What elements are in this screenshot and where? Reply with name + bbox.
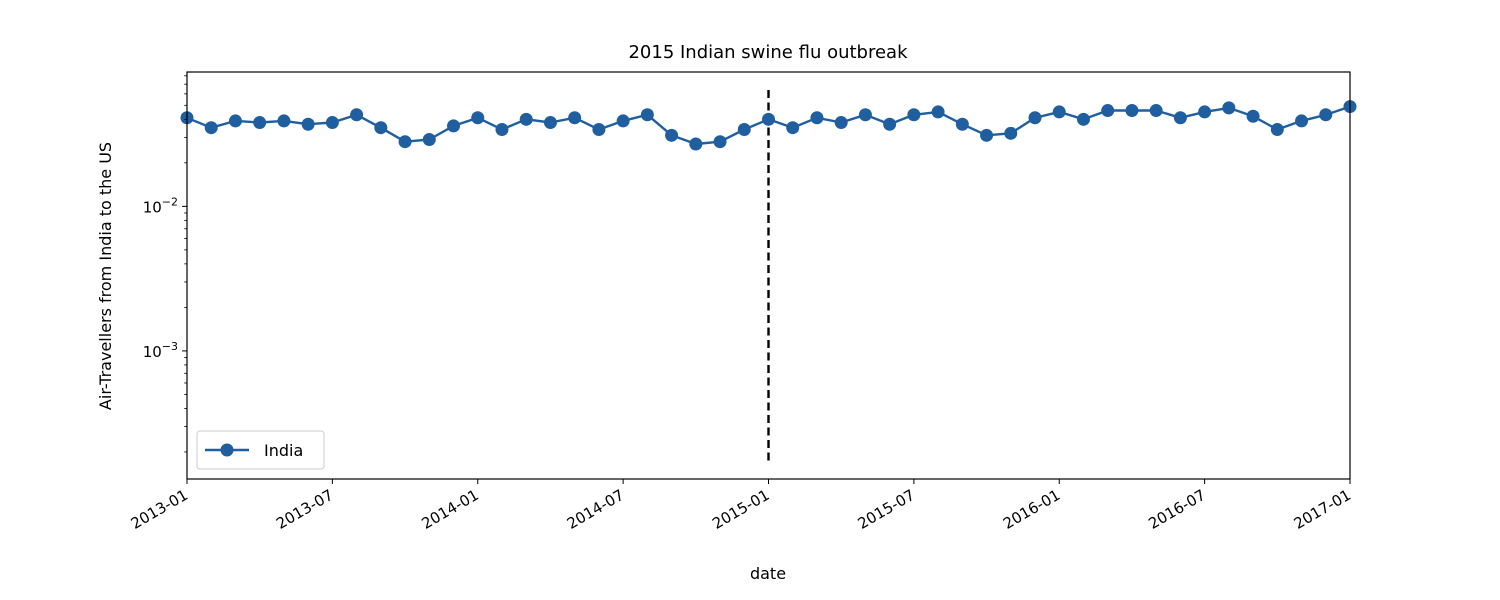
data-point (422, 133, 436, 147)
x-tick-label: 2017-01 (1291, 486, 1354, 533)
data-point (1246, 109, 1260, 123)
data-point (1319, 108, 1333, 122)
data-point (592, 123, 606, 137)
x-tick-label: 2016-01 (1000, 486, 1063, 533)
data-point (689, 137, 703, 151)
data-point (1052, 105, 1066, 119)
x-tick-label: 2014-01 (418, 486, 481, 533)
y-tick-label: 10−2 (143, 195, 178, 216)
legend-marker-swatch (220, 443, 234, 457)
data-point (253, 116, 267, 130)
data-point (713, 135, 727, 149)
data-point (471, 111, 485, 125)
x-tick-label: 2015-01 (709, 486, 772, 533)
data-point (1149, 104, 1163, 118)
data-point (495, 123, 509, 137)
data-point (447, 119, 461, 133)
chart-title: 2015 Indian swine flu outbreak (628, 42, 908, 63)
data-point (1028, 111, 1042, 125)
data-point (1295, 114, 1309, 128)
data-point (1101, 104, 1115, 118)
x-tick-label: 2013-07 (273, 486, 336, 533)
data-point (350, 108, 364, 122)
data-point (883, 117, 897, 131)
data-point (810, 111, 824, 125)
data-point (931, 105, 945, 119)
series-layer (180, 100, 1357, 151)
data-point (1222, 101, 1236, 115)
data-point (325, 116, 339, 130)
data-point (204, 121, 218, 135)
data-point (1173, 111, 1187, 125)
data-point (398, 135, 412, 149)
data-point (228, 114, 242, 128)
x-axis-label: date (750, 564, 786, 583)
legend: India (196, 430, 325, 470)
data-point (1198, 105, 1212, 119)
data-point (543, 116, 557, 130)
data-point (955, 117, 969, 131)
data-point (786, 121, 800, 135)
data-point (907, 108, 921, 122)
data-point (374, 121, 388, 135)
x-tick-label: 2013-01 (128, 486, 191, 533)
data-point (1076, 112, 1090, 126)
data-point (858, 108, 872, 122)
data-point (1125, 104, 1139, 118)
x-tick-label: 2016-07 (1145, 486, 1208, 533)
data-point (301, 117, 315, 131)
x-tick-label: 2015-07 (855, 486, 918, 533)
data-point (568, 111, 582, 125)
data-point (277, 114, 291, 128)
data-point (1270, 123, 1284, 137)
data-point (665, 128, 679, 142)
data-point (519, 112, 533, 126)
legend-box (196, 430, 325, 470)
data-point (980, 128, 994, 142)
legend-label-india: India (264, 441, 303, 460)
x-axis: 2013-01 2013-07 2014-01 2014-07 2015-01 2015-… (128, 479, 1354, 533)
data-point (834, 116, 848, 130)
data-point (640, 108, 654, 122)
plot-frame (186, 71, 1351, 480)
y-tick-label: 10−3 (143, 340, 178, 361)
y-axis: 10−2 10−3 (143, 75, 187, 453)
x-tick-label: 2014-07 (564, 486, 627, 533)
data-point (1004, 126, 1018, 140)
data-point (616, 114, 630, 128)
data-point (762, 112, 775, 126)
data-point (737, 123, 751, 137)
y-axis-label: Air-Travellers from India to the US (96, 142, 115, 410)
